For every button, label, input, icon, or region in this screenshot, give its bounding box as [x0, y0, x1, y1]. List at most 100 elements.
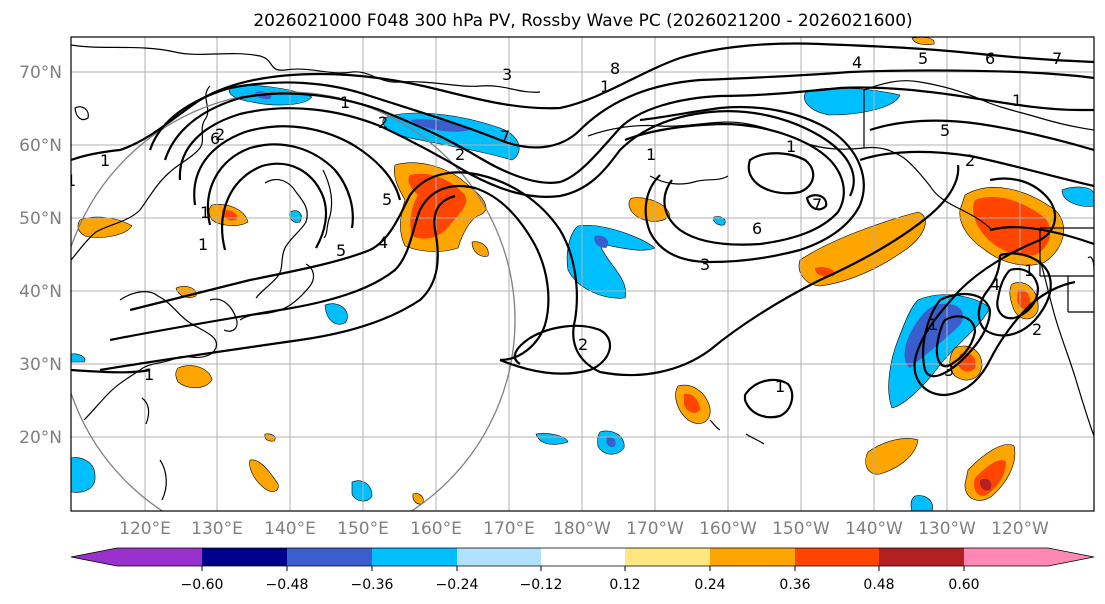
contour-label: 1 — [1024, 261, 1034, 280]
contour-label: 1 — [1012, 91, 1022, 110]
contour-label: 7 — [500, 127, 510, 146]
lat-label: 30°N — [19, 355, 62, 375]
lon-label: 170°W — [626, 519, 684, 539]
pv-negative-area — [351, 480, 373, 502]
colorbar-tick-label: 0.36 — [779, 577, 810, 593]
contour-labels: 1 2 1 2 1 2 5 4 7 8 3 4 5 6 7 1 6 5 2 1 … — [66, 49, 1062, 396]
contour-label: 2 — [1032, 320, 1042, 339]
pv-negative-area — [594, 235, 609, 248]
pv-contour-line — [624, 122, 845, 246]
pv-contour-line — [922, 293, 992, 378]
map-title: 2026021000 F048 300 hPa PV, Rossby Wave … — [253, 11, 912, 31]
lat-label: 40°N — [19, 282, 62, 302]
contour-label: 3 — [944, 361, 954, 380]
pv-positive-area — [408, 173, 467, 239]
pv-contour-line — [913, 177, 1076, 397]
contour-label: 1 — [200, 203, 210, 222]
colorbar-tick-label: 0.12 — [609, 577, 640, 593]
pv-contour-line — [747, 152, 815, 195]
colorbar-tick-label: −0.24 — [436, 577, 479, 593]
contour-label: 5 — [918, 49, 928, 68]
contour-label: 2 — [455, 145, 465, 164]
pv-contour-line — [977, 252, 1052, 337]
contour-label: 1 — [100, 151, 110, 170]
pv-contour-line — [71, 42, 1094, 162]
colorbar-segment — [202, 548, 287, 566]
colorbar-ticks — [201, 566, 965, 571]
lon-label: 170°E — [483, 519, 535, 539]
pv-positive-area — [865, 438, 919, 475]
colorbar-segment — [457, 548, 541, 566]
contour-label: 7 — [1052, 49, 1062, 68]
pv-positive-area — [264, 433, 276, 442]
contour-label: 2 — [215, 125, 225, 144]
pv-negative-area — [71, 457, 96, 493]
pv-positive-area — [175, 365, 213, 389]
colorbar-segment — [372, 548, 457, 566]
colorbar-tick-label: −0.48 — [266, 577, 309, 593]
pv-positive-area — [471, 241, 489, 257]
colorbar-segment — [964, 548, 1048, 566]
colorbar-segment — [625, 548, 710, 566]
pv-negative-area — [713, 216, 726, 226]
pv-contour-line — [193, 125, 402, 206]
pv-contour-line — [71, 368, 151, 374]
contour-label: 6 — [985, 49, 995, 68]
lat-label: 50°N — [19, 209, 62, 229]
pv-contour-line — [499, 324, 611, 375]
pv-contour-line — [996, 267, 1040, 320]
pv-contours — [71, 42, 1094, 419]
pv-contour-line — [743, 378, 794, 419]
pv-contour-line — [805, 194, 828, 211]
pv-negative-area — [324, 303, 348, 325]
contour-label: 6 — [752, 219, 762, 238]
colorbar-tick-label: 0.48 — [863, 577, 894, 593]
colorbar-tick-label: −0.60 — [181, 577, 224, 593]
contour-label: 2 — [578, 335, 588, 354]
pv-contour-line — [935, 315, 977, 368]
pv-contour-line — [859, 150, 1094, 188]
pv-negative-area — [888, 294, 991, 409]
contour-label: 1 — [928, 315, 938, 334]
contour-label: 5 — [382, 190, 392, 209]
colorbar-segment — [795, 548, 879, 566]
pv-contour-line — [109, 184, 550, 362]
pv-negative-area — [566, 225, 656, 299]
lat-label: 70°N — [19, 63, 62, 83]
map-frame — [70, 36, 1095, 512]
colorbar-segment — [117, 548, 202, 566]
contour-label: 3 — [502, 65, 512, 84]
pv-negative-area — [535, 433, 569, 445]
colorbar-segment — [710, 548, 795, 566]
lat-label: 60°N — [19, 136, 62, 156]
pv-contour-line — [639, 105, 865, 264]
lat-label: 20°N — [19, 428, 62, 448]
contour-label: 4 — [378, 233, 388, 252]
pv-contour-line — [869, 119, 1094, 152]
contour-label: 1 — [340, 93, 350, 112]
lon-label: 120°W — [991, 519, 1049, 539]
contour-label: 1 — [66, 171, 76, 190]
colorbar-segment — [287, 548, 372, 566]
pv-contour-line — [99, 194, 456, 372]
contour-label: 4 — [852, 53, 862, 72]
contour-label: 1 — [600, 77, 610, 96]
lon-label: 160°E — [410, 519, 462, 539]
contour-label: 1 — [144, 365, 154, 384]
pv-positive-area — [249, 459, 279, 492]
contour-label: 1 — [786, 137, 796, 156]
pv-contour-line — [989, 226, 1094, 246]
colorbar-segment — [879, 548, 964, 566]
contour-label: 1 — [646, 145, 656, 164]
contour-label: 2 — [965, 151, 975, 170]
colorbar-tick-label: 0.60 — [948, 577, 979, 593]
contour-label: 4 — [990, 275, 1000, 294]
contour-label: 5 — [336, 241, 346, 260]
pv-positive-area — [979, 478, 992, 491]
pv-negative-area — [71, 353, 86, 363]
lon-label: 130°E — [191, 519, 243, 539]
pv-contour-line — [148, 69, 1094, 151]
contour-label: 1 — [775, 377, 785, 396]
colorbar-extend-high — [1048, 548, 1094, 566]
